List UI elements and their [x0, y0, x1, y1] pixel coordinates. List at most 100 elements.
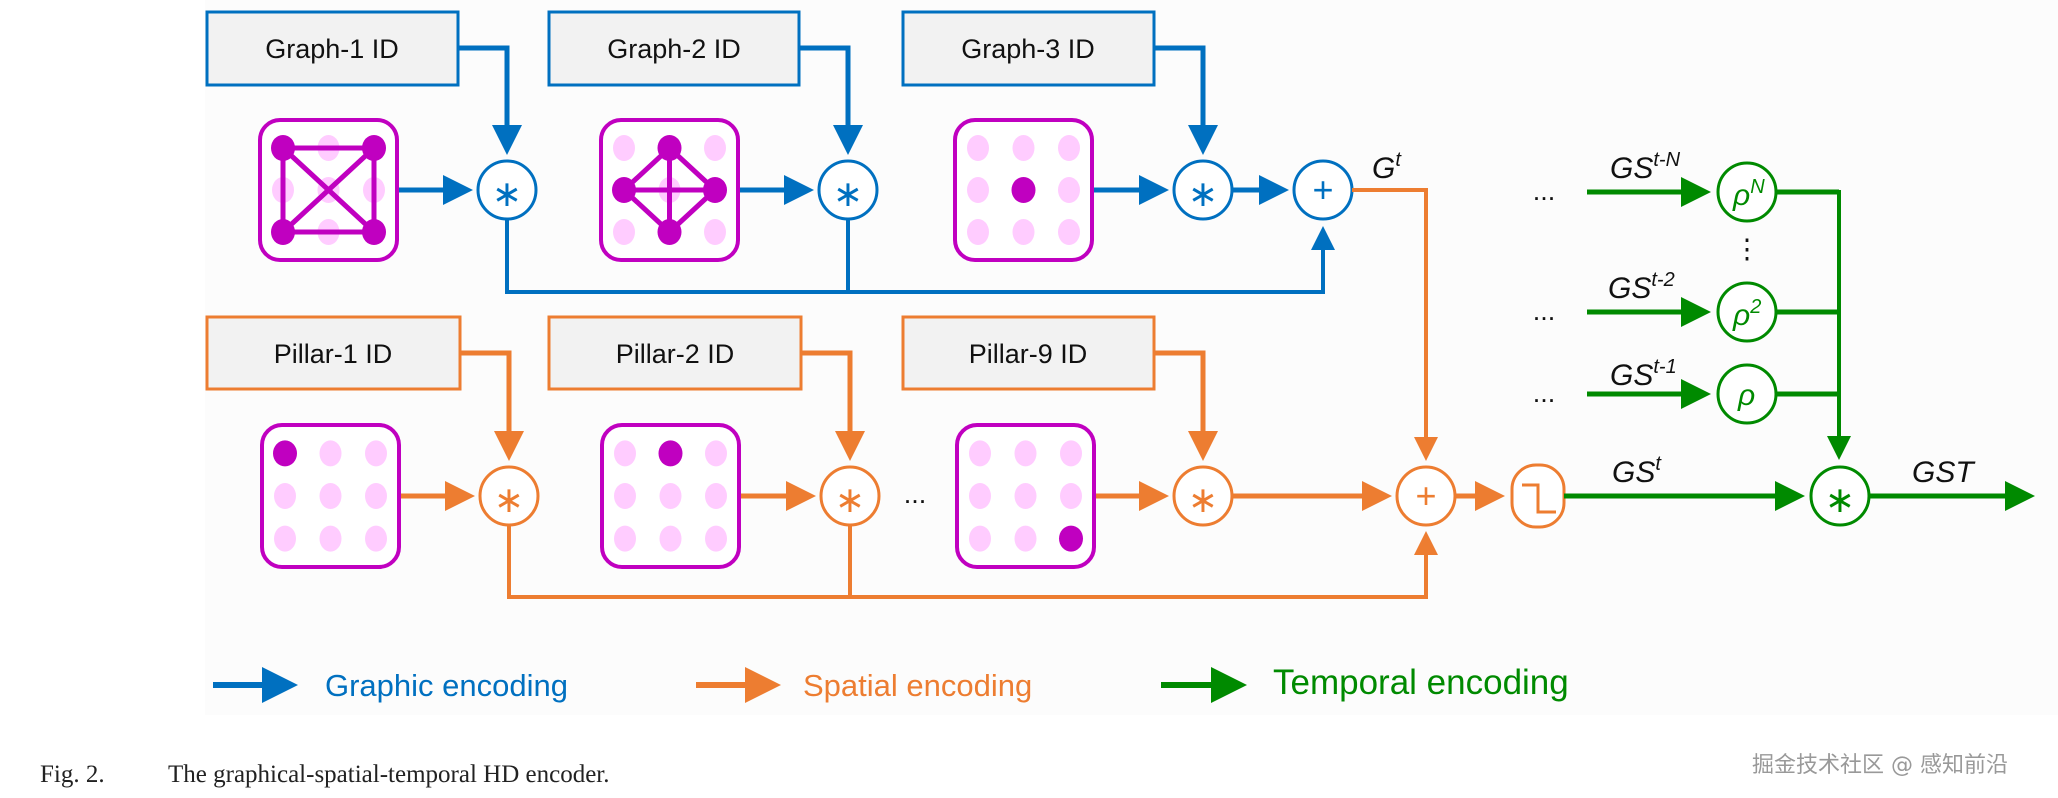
active-node: [273, 440, 297, 467]
graph-node-grid-image-1: [258, 118, 399, 262]
active-node: [703, 177, 727, 203]
gs-t-2-label: GSt-2: [1608, 269, 1675, 305]
graph-1-id-box: [205, 10, 460, 87]
inactive-node: [614, 525, 636, 552]
inactive-node: [967, 219, 989, 245]
bind-operator-icon: ∗: [835, 479, 865, 520]
bind-operator-icon: ∗: [492, 173, 522, 214]
gs-t-label: GSt: [1612, 453, 1662, 489]
spatial-bind-circle-2: [819, 465, 881, 527]
inactive-node: [1012, 135, 1035, 161]
temporal-section: [1564, 161, 2035, 527]
graph-bind-circle-2: [817, 159, 879, 221]
legend-spatial-label: Spatial encoding: [803, 668, 1032, 703]
threshold-step-icon: [1510, 463, 1566, 529]
graph-bypass-line: [505, 219, 1335, 294]
pillar-2-id-box: [547, 315, 803, 391]
graph-1-id-label: Graph-1 ID: [265, 34, 399, 64]
pillar-row: [205, 315, 1566, 599]
rho-icon: ρ: [1737, 379, 1755, 412]
inactive-node: [967, 135, 989, 161]
inactive-node: [1060, 440, 1082, 467]
pillar-9-id-label: Pillar-9 ID: [969, 339, 1088, 369]
active-node: [1059, 525, 1083, 552]
pillar-2-id-label: Pillar-2 ID: [616, 339, 735, 369]
spatial-bypass-line: [507, 525, 1438, 599]
inactive-node: [659, 525, 682, 552]
active-node: [271, 219, 295, 245]
pillar-node-grid-image-3: [955, 423, 1096, 569]
inactive-node: [319, 483, 342, 509]
bundle-operator-icon: +: [1415, 475, 1436, 516]
figure-number: Fig. 2.: [40, 761, 105, 788]
pillar-node-grid-image-2: [600, 423, 741, 569]
node-images: [258, 118, 1096, 569]
permutation-circle-1: [1716, 363, 1778, 425]
temporal-bind-circle: [1809, 465, 1871, 527]
spatial-bind-circle-1: [478, 465, 540, 527]
gs-t-1-label: GSt-1: [1610, 356, 1677, 392]
gst-label: GST: [1912, 456, 1976, 489]
pillar-9-id-arrow: [1154, 350, 1218, 461]
bundle-operator-icon: +: [1312, 169, 1333, 210]
inactive-node: [1014, 483, 1037, 509]
graph-node-grid-image-3: [953, 118, 1094, 262]
active-node: [657, 219, 682, 245]
inactive-node: [969, 525, 991, 552]
temporal-ellipsis: ...: [1533, 296, 1556, 326]
spatial-bind-circle-3: [1172, 465, 1234, 527]
graph-output-label: Gt: [1372, 149, 1402, 185]
inactive-node: [967, 177, 989, 203]
permutation-circle-n: [1716, 161, 1778, 223]
watermark: 掘金技术社区 @ 感知前沿: [1752, 753, 2008, 778]
inactive-node: [1058, 135, 1080, 161]
graph-2-id-label: Graph-2 ID: [607, 34, 741, 64]
active-node: [658, 440, 683, 467]
bind-operator-icon: ∗: [1825, 479, 1855, 520]
inactive-node: [704, 219, 726, 245]
active-node: [1011, 177, 1036, 203]
graph-1-id-arrow: [458, 45, 522, 155]
figure-caption: The graphical-spatial-temporal HD encode…: [168, 761, 609, 788]
graph-2-id-box: [547, 10, 801, 87]
graph-node-grid-image-2: [599, 118, 740, 262]
inactive-node: [614, 483, 636, 509]
inactive-node: [705, 525, 727, 552]
permutation-circle-2: [1716, 281, 1778, 343]
inactive-node: [1058, 177, 1080, 203]
inactive-node: [1014, 525, 1037, 552]
inactive-node: [613, 135, 635, 161]
inactive-node: [1060, 483, 1082, 509]
graph-3-id-label: Graph-3 ID: [961, 34, 1095, 64]
bind-operator-icon: ∗: [494, 479, 524, 520]
graph-to-spatial-arrow: [1352, 188, 1438, 461]
gs-t-n-label: GSt-N: [1610, 149, 1681, 185]
inactive-node: [705, 440, 727, 467]
permutation-output-lines: [1776, 189, 1839, 397]
graph-bind-circle-3: [1172, 159, 1234, 221]
graph-bind-circle-1: [476, 159, 538, 221]
inactive-node: [274, 483, 296, 509]
pillar-1-id-label: Pillar-1 ID: [274, 339, 393, 369]
legend-graphic-label: Graphic encoding: [325, 668, 568, 703]
pillar-node-grid-image-1: [260, 423, 401, 569]
rho-n-icon: ρN: [1732, 176, 1765, 212]
temporal-ellipsis: ...: [1533, 378, 1556, 408]
active-node: [362, 219, 386, 245]
inactive-node: [1058, 219, 1080, 245]
legend: Graphic encoding Spatial encoding Tempor…: [213, 663, 1569, 703]
active-node: [271, 135, 295, 161]
active-node: [612, 177, 636, 203]
inactive-node: [704, 135, 726, 161]
bind-operator-icon: ∗: [1188, 479, 1218, 520]
inactive-node: [705, 483, 727, 509]
rho-2-icon: ρ2: [1732, 296, 1761, 332]
active-node: [657, 135, 682, 161]
legend-temporal-label: Temporal encoding: [1273, 663, 1569, 702]
inactive-node: [613, 219, 635, 245]
bind-operator-icon: ∗: [833, 173, 863, 214]
inactive-node: [1014, 440, 1037, 467]
pillar-1-id-box: [205, 315, 462, 391]
inactive-node: [969, 483, 991, 509]
